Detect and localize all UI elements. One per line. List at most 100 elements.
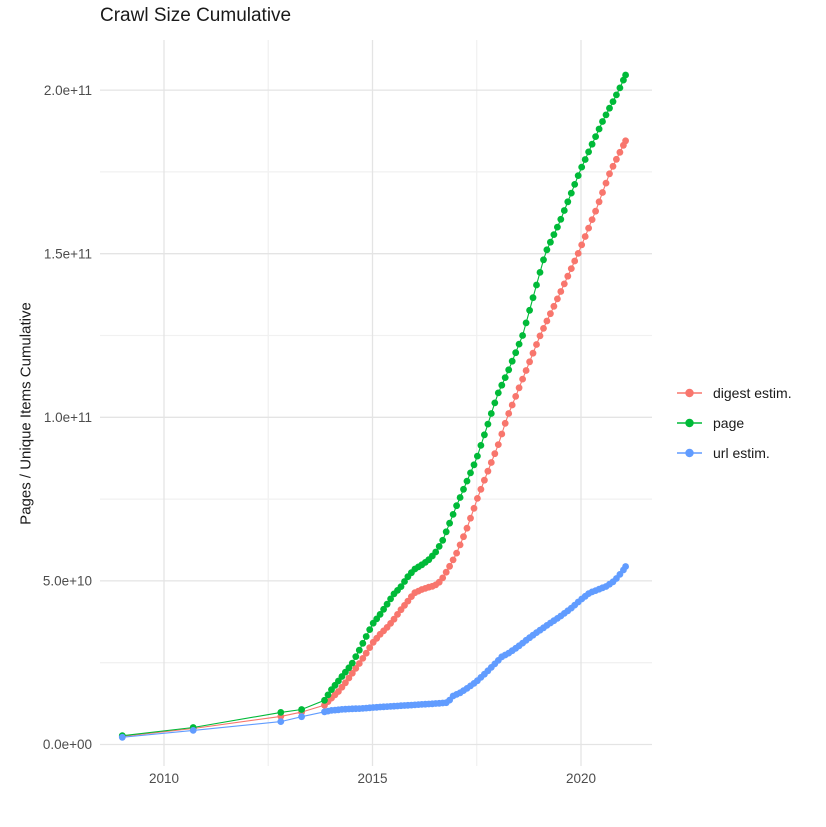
series-page (118, 71, 629, 740)
data-point (515, 384, 523, 392)
data-point (498, 430, 506, 438)
data-point (609, 162, 617, 170)
data-point (616, 148, 624, 156)
data-point (606, 170, 613, 178)
data-point (456, 541, 464, 549)
data-point (609, 98, 617, 105)
data-point (298, 713, 305, 721)
data-point (453, 549, 460, 557)
data-point (446, 562, 453, 570)
data-point (362, 633, 370, 640)
data-point (189, 727, 197, 734)
data-point (362, 649, 370, 657)
data-point (348, 669, 356, 677)
data-point (474, 452, 481, 460)
data-point (467, 469, 474, 477)
data-point (522, 367, 530, 374)
data-point (491, 450, 499, 458)
data-point (277, 718, 285, 725)
data-point (505, 366, 513, 374)
data-point (366, 644, 374, 651)
data-point (602, 179, 610, 187)
data-point (435, 543, 443, 550)
data-point (481, 476, 488, 484)
data-point (602, 111, 610, 119)
legend-line-dot-icon (677, 388, 702, 398)
x-tick-label: 2015 (357, 771, 387, 786)
data-point (439, 574, 447, 582)
data-point (540, 256, 547, 264)
y-tick-label: 1.0e+11 (44, 410, 92, 425)
data-point (512, 393, 520, 400)
data-point (613, 155, 620, 163)
data-point (550, 302, 558, 310)
data-point (474, 495, 481, 502)
data-point (592, 133, 599, 141)
data-point (533, 341, 540, 348)
data-point (564, 198, 572, 206)
data-point (501, 419, 509, 427)
data-point (453, 502, 460, 510)
series-line (122, 566, 627, 738)
data-point (321, 696, 328, 704)
data-point (606, 104, 613, 112)
data-point (456, 494, 464, 501)
data-point (432, 548, 440, 556)
data-point (557, 288, 565, 295)
data-point (526, 306, 533, 314)
data-point (554, 223, 561, 231)
y-tick-label: 0.0e+00 (43, 737, 92, 752)
data-point (376, 611, 384, 618)
data-point (401, 578, 408, 585)
x-tick-label: 2020 (566, 771, 596, 786)
data-point (345, 664, 353, 672)
data-point (470, 504, 478, 512)
data-point (449, 556, 457, 564)
data-point (567, 189, 575, 197)
data-point (460, 485, 467, 493)
data-point (519, 332, 526, 339)
data-point (342, 679, 349, 687)
data-point (571, 257, 579, 265)
data-point (487, 459, 495, 466)
data-point (519, 375, 526, 383)
data-point (442, 528, 450, 536)
series-url-estim (118, 563, 629, 741)
data-point (540, 325, 547, 332)
series-line (122, 140, 627, 737)
data-point (470, 461, 478, 469)
data-point (547, 238, 554, 246)
data-point (522, 319, 530, 327)
data-point (352, 653, 360, 660)
legend-label: page (713, 415, 745, 431)
data-point (567, 265, 575, 272)
data-point (390, 615, 398, 623)
legend-line-dot-icon (677, 418, 702, 428)
legend-item-digest-estim: digest estim. (676, 378, 792, 408)
data-point (359, 655, 367, 662)
legend-line-dot-icon (677, 448, 702, 458)
data-point (467, 514, 474, 522)
data-point (547, 310, 554, 318)
y-tick-label: 2.0e+11 (44, 83, 92, 98)
data-point (491, 399, 499, 407)
data-point (620, 76, 627, 84)
data-point (487, 410, 495, 417)
data-point (571, 181, 579, 188)
data-point (359, 639, 367, 647)
data-point (578, 163, 586, 171)
data-point (355, 646, 363, 654)
data-point (592, 207, 599, 215)
data-point (560, 280, 568, 288)
data-point (442, 568, 450, 576)
data-point (515, 340, 523, 348)
data-point (588, 140, 596, 148)
data-point (460, 533, 467, 541)
data-point (599, 189, 606, 196)
data-point (529, 349, 537, 357)
data-point (324, 691, 332, 699)
data-point (588, 216, 596, 224)
data-point (622, 71, 629, 79)
legend-label: url estim. (713, 445, 770, 461)
